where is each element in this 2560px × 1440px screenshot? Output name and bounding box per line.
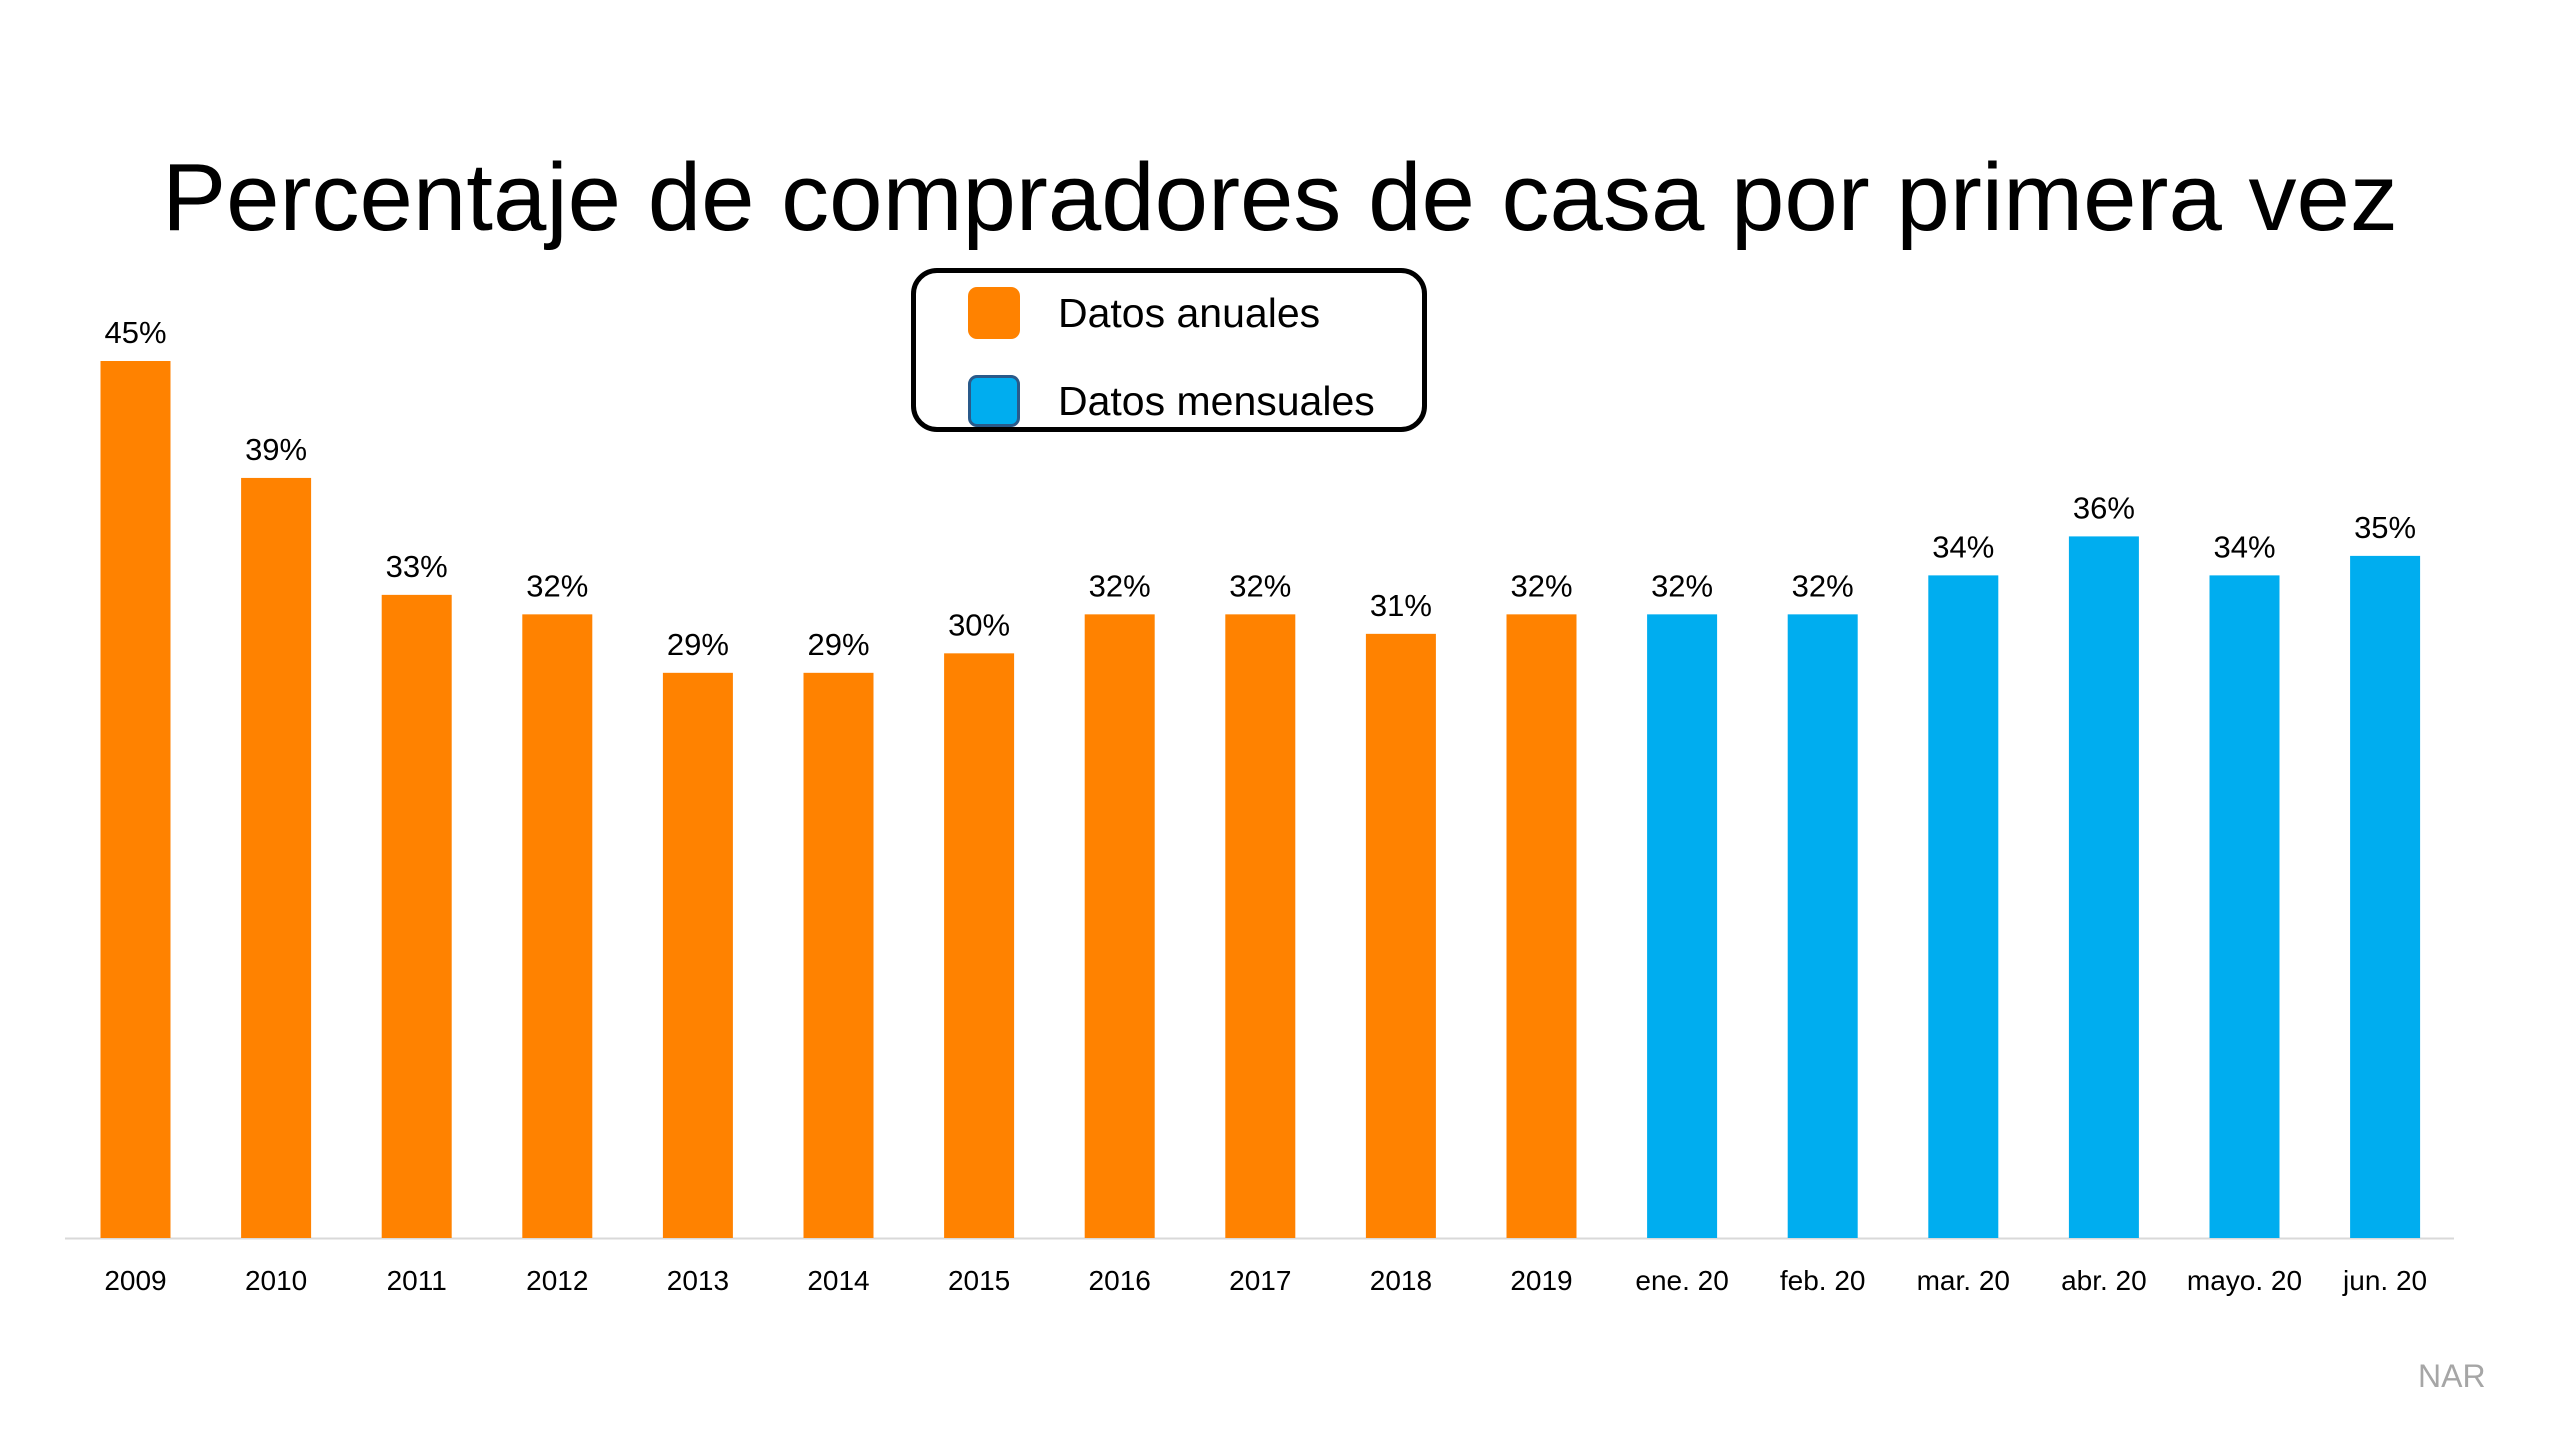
- x-tick-label: ene. 20: [1635, 1265, 1728, 1296]
- x-tick-label: 2018: [1370, 1265, 1432, 1296]
- data-label: 39%: [245, 432, 307, 467]
- data-label: 29%: [807, 627, 869, 662]
- x-tick-label: feb. 20: [1780, 1265, 1866, 1296]
- x-tick-label: 2012: [526, 1265, 588, 1296]
- bar-abr-20: [2068, 536, 2139, 1238]
- data-label: 45%: [104, 315, 166, 350]
- data-label: 32%: [1229, 568, 1291, 603]
- bar-2011: [381, 594, 452, 1238]
- bar-jun-20: [2350, 555, 2421, 1238]
- data-label: 35%: [2354, 510, 2416, 545]
- source-label: NAR: [2418, 1358, 2486, 1394]
- bar-2016: [1084, 614, 1155, 1238]
- bar-2013: [662, 672, 733, 1238]
- x-tick-label: 2019: [1510, 1265, 1572, 1296]
- data-label: 31%: [1370, 588, 1432, 623]
- x-tick-label: mayo. 20: [2187, 1265, 2302, 1296]
- x-tick-label: mar. 20: [1917, 1265, 2010, 1296]
- legend-item-monthly: Datos mensuales: [968, 375, 1375, 427]
- data-label: 34%: [2213, 529, 2275, 564]
- legend-swatch-monthly: [968, 375, 1020, 427]
- x-tick-label: 2009: [104, 1265, 166, 1296]
- data-label: 30%: [948, 607, 1010, 642]
- bar-2018: [1365, 633, 1436, 1238]
- data-label: 32%: [1510, 568, 1572, 603]
- legend-item-annual: Datos anuales: [968, 287, 1320, 339]
- data-label: 34%: [1932, 529, 1994, 564]
- data-label: 29%: [667, 627, 729, 662]
- x-tick-label: 2016: [1089, 1265, 1151, 1296]
- chart-title: Percentaje de compradores de casa por pr…: [162, 144, 2398, 251]
- x-tick-label: 2013: [667, 1265, 729, 1296]
- data-label: 32%: [1792, 568, 1854, 603]
- data-label: 33%: [386, 549, 448, 584]
- bar-mar-20: [1928, 575, 1999, 1238]
- bar-2017: [1225, 614, 1296, 1238]
- bar-2012: [522, 614, 593, 1238]
- data-label: 36%: [2073, 490, 2135, 525]
- x-tick-label: abr. 20: [2061, 1265, 2147, 1296]
- x-tick-label: 2014: [807, 1265, 869, 1296]
- legend-label-annual: Datos anuales: [1058, 289, 1321, 336]
- data-label: 32%: [1089, 568, 1151, 603]
- data-label: 32%: [526, 568, 588, 603]
- bar-2015: [944, 653, 1015, 1238]
- bar-2019: [1506, 614, 1577, 1238]
- bar-2014: [803, 672, 874, 1238]
- x-tick-label: 2010: [245, 1265, 307, 1296]
- data-label: 32%: [1651, 568, 1713, 603]
- legend-swatch-annual: [968, 287, 1020, 339]
- legend-label-monthly: Datos mensuales: [1058, 377, 1375, 424]
- bar-mayo-20: [2209, 575, 2280, 1238]
- bar-feb-20: [1787, 614, 1858, 1238]
- x-tick-label: jun. 20: [2342, 1265, 2427, 1296]
- x-tick-label: 2011: [387, 1265, 447, 1296]
- bar-2010: [241, 477, 312, 1238]
- legend: Datos anuales Datos mensuales: [911, 268, 1427, 432]
- x-tick-label: 2017: [1229, 1265, 1291, 1296]
- bar-2009: [100, 361, 171, 1238]
- x-tick-label: 2015: [948, 1265, 1010, 1296]
- bar-ene-20: [1647, 614, 1718, 1238]
